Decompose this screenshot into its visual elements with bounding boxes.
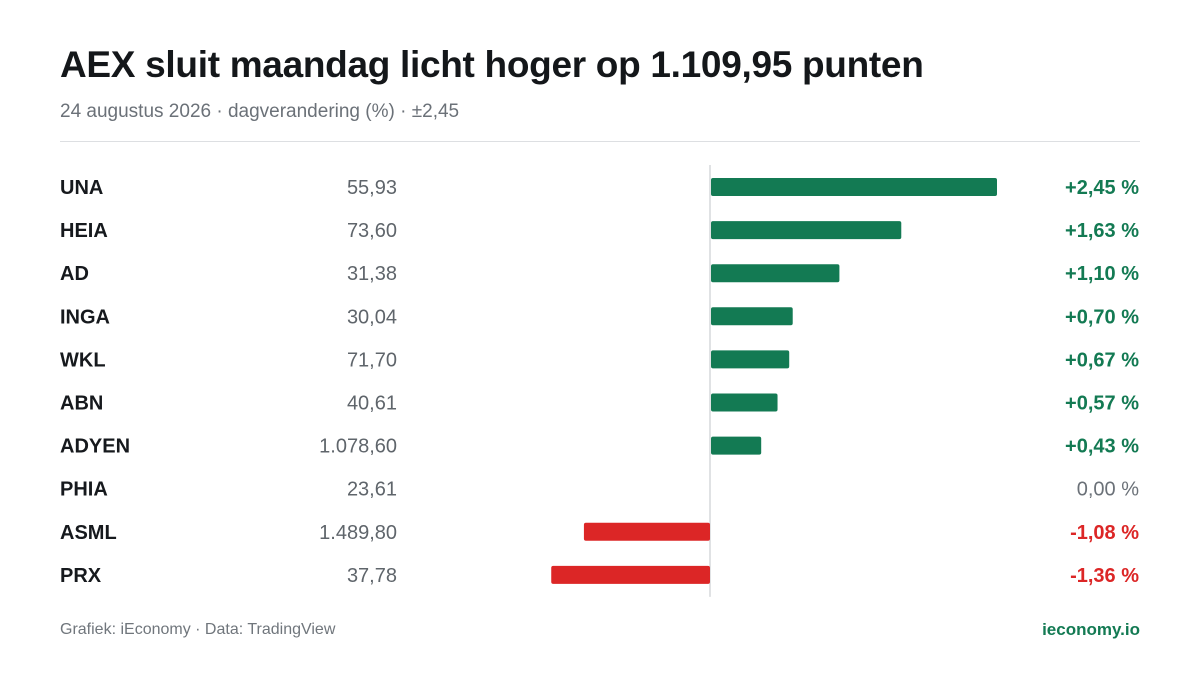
value-label: -1,08 % (1070, 522, 1139, 544)
price-label: 23,61 (347, 479, 397, 501)
bar (551, 565, 710, 584)
price-label: 31,38 (347, 263, 397, 285)
value-label: +0,43 % (1065, 436, 1139, 458)
bar (711, 350, 790, 369)
value-label: 0,00 % (1077, 479, 1139, 501)
ticker-label: ABN (60, 393, 103, 415)
bar (711, 436, 762, 455)
price-label: 1.078,60 (319, 436, 397, 458)
bar (711, 221, 902, 240)
bar (583, 522, 710, 541)
price-label: 37,78 (347, 565, 397, 587)
bar (711, 178, 997, 196)
chart-subtitle: 24 augustus 2026 · dagverandering (%) · … (60, 101, 460, 122)
price-label: 55,93 (347, 177, 397, 199)
source-credit: Grafiek: iEconomy · Data: TradingView (60, 621, 336, 638)
brand-link[interactable]: ieconomy.io (1042, 620, 1140, 639)
value-label: +0,67 % (1065, 349, 1139, 371)
header-divider (60, 141, 1140, 142)
ticker-label: ADYEN (60, 436, 130, 458)
ticker-label: UNA (60, 177, 103, 199)
ticker-label: AD (60, 263, 89, 285)
ticker-label: INGA (60, 306, 110, 328)
price-label: 71,70 (347, 349, 397, 371)
value-label: +1,63 % (1065, 220, 1139, 242)
ticker-label: WKL (60, 349, 106, 371)
price-label: 73,60 (347, 220, 397, 242)
bar (711, 393, 778, 412)
value-label: -1,36 % (1070, 565, 1139, 587)
ticker-label: PRX (60, 565, 102, 587)
value-label: +0,70 % (1065, 306, 1139, 328)
bar (711, 264, 840, 283)
ticker-label: PHIA (60, 479, 108, 501)
price-label: 40,61 (347, 393, 397, 415)
value-label: +1,10 % (1065, 263, 1139, 285)
bar (711, 307, 793, 326)
ticker-label: HEIA (60, 220, 108, 242)
price-label: 1.489,80 (319, 522, 397, 544)
value-label: +2,45 % (1065, 177, 1139, 199)
value-label: +0,57 % (1065, 393, 1139, 415)
chart-title: AEX sluit maandag licht hoger op 1.109,9… (60, 44, 924, 85)
price-label: 30,04 (347, 306, 397, 328)
ticker-label: ASML (60, 522, 117, 544)
